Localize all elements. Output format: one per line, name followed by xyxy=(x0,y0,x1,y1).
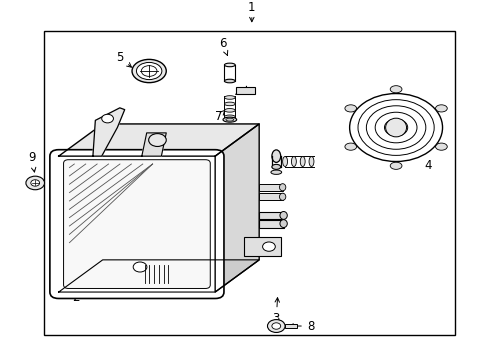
Ellipse shape xyxy=(270,170,281,174)
Ellipse shape xyxy=(224,115,235,118)
Text: 7: 7 xyxy=(214,110,224,123)
Text: 9: 9 xyxy=(28,152,36,172)
Ellipse shape xyxy=(224,79,235,83)
Ellipse shape xyxy=(389,162,401,169)
Ellipse shape xyxy=(344,143,356,150)
Ellipse shape xyxy=(291,157,296,167)
Bar xyxy=(259,212,283,219)
Circle shape xyxy=(102,114,113,123)
Ellipse shape xyxy=(282,157,287,167)
Circle shape xyxy=(133,262,146,272)
Ellipse shape xyxy=(300,157,305,167)
Circle shape xyxy=(267,320,285,333)
Text: 3: 3 xyxy=(272,298,280,325)
Ellipse shape xyxy=(435,105,447,112)
Polygon shape xyxy=(59,124,259,156)
Ellipse shape xyxy=(389,86,401,93)
Ellipse shape xyxy=(279,184,285,191)
Text: 1: 1 xyxy=(247,1,255,14)
Bar xyxy=(259,193,282,201)
Text: 6: 6 xyxy=(218,37,227,55)
Polygon shape xyxy=(59,260,259,292)
Ellipse shape xyxy=(344,105,356,112)
Ellipse shape xyxy=(279,212,287,219)
Ellipse shape xyxy=(224,109,235,112)
Text: 8: 8 xyxy=(288,320,314,333)
Ellipse shape xyxy=(225,118,233,121)
Circle shape xyxy=(349,94,442,162)
Ellipse shape xyxy=(271,150,280,162)
Ellipse shape xyxy=(224,63,235,67)
Circle shape xyxy=(31,180,40,186)
Ellipse shape xyxy=(385,118,406,137)
Text: 4: 4 xyxy=(412,148,431,172)
Circle shape xyxy=(271,323,280,329)
Ellipse shape xyxy=(224,102,235,106)
Circle shape xyxy=(26,176,44,190)
FancyBboxPatch shape xyxy=(63,160,210,288)
Ellipse shape xyxy=(271,165,280,169)
Polygon shape xyxy=(142,133,166,156)
Ellipse shape xyxy=(279,193,285,201)
Ellipse shape xyxy=(308,157,313,167)
FancyBboxPatch shape xyxy=(50,150,224,298)
Ellipse shape xyxy=(136,62,162,80)
Bar xyxy=(244,237,281,256)
Polygon shape xyxy=(215,124,259,292)
Bar xyxy=(259,184,282,191)
Bar xyxy=(259,220,283,228)
Bar xyxy=(235,87,255,94)
Circle shape xyxy=(262,242,275,251)
Ellipse shape xyxy=(279,220,287,228)
Ellipse shape xyxy=(224,96,235,99)
Text: 2: 2 xyxy=(72,283,83,304)
Ellipse shape xyxy=(132,59,166,83)
Circle shape xyxy=(148,134,166,147)
Polygon shape xyxy=(93,108,124,156)
Ellipse shape xyxy=(435,143,447,150)
Bar xyxy=(285,324,297,328)
Text: 5: 5 xyxy=(116,51,131,67)
Bar xyxy=(44,31,454,335)
Ellipse shape xyxy=(223,117,236,122)
